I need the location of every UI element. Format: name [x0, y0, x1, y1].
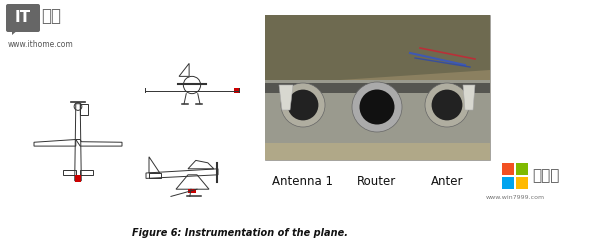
Bar — [502, 163, 514, 175]
FancyBboxPatch shape — [6, 4, 40, 32]
Bar — [75, 175, 82, 182]
Polygon shape — [279, 85, 293, 110]
Text: Figure 6: Instrumentation of the plane.: Figure 6: Instrumentation of the plane. — [132, 228, 348, 238]
Text: Router: Router — [358, 175, 397, 188]
Circle shape — [352, 82, 402, 132]
Text: www.win7999.com: www.win7999.com — [485, 195, 545, 200]
Bar — [265, 83, 490, 93]
Circle shape — [425, 83, 469, 127]
Bar — [516, 163, 528, 175]
Circle shape — [359, 89, 395, 124]
Bar — [265, 80, 490, 155]
Text: Anter: Anter — [431, 175, 463, 188]
Bar — [265, 143, 490, 160]
Polygon shape — [12, 30, 18, 35]
Text: 系统粉: 系统粉 — [532, 168, 559, 184]
Polygon shape — [463, 85, 475, 110]
Circle shape — [431, 90, 463, 120]
Bar — [502, 177, 514, 189]
Bar — [234, 88, 240, 93]
Polygon shape — [265, 15, 490, 85]
Bar — [188, 189, 196, 193]
Circle shape — [287, 90, 319, 120]
Text: 之家: 之家 — [41, 7, 61, 25]
Bar — [516, 177, 528, 189]
Text: Antenna 1: Antenna 1 — [272, 175, 334, 188]
Bar — [265, 15, 490, 160]
Circle shape — [281, 83, 325, 127]
Text: www.ithome.com: www.ithome.com — [8, 40, 74, 49]
Text: IT: IT — [15, 11, 31, 25]
